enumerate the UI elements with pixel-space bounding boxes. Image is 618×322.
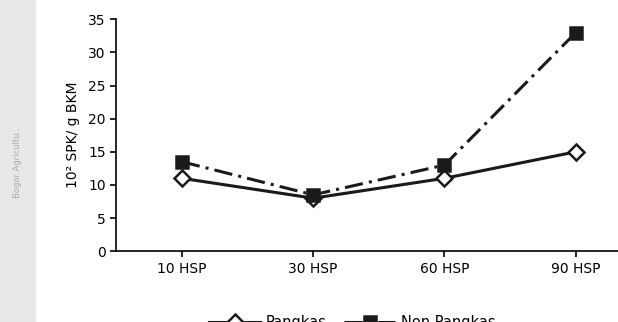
Legend: Pangkas, Non Pangkas: Pangkas, Non Pangkas — [203, 309, 502, 322]
Text: Bogor Agricultu...: Bogor Agricultu... — [14, 124, 22, 198]
Y-axis label: 10² SPK/ g BKM: 10² SPK/ g BKM — [66, 82, 80, 188]
